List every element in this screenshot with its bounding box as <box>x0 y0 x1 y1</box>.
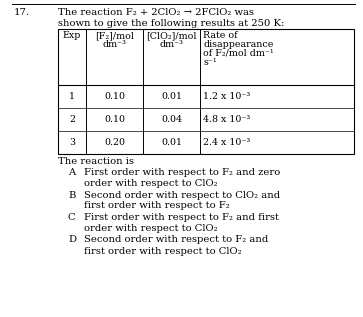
Text: 17.: 17. <box>14 8 30 17</box>
Text: A: A <box>68 168 75 177</box>
Text: Second order with respect to F₂ and: Second order with respect to F₂ and <box>84 236 268 244</box>
Text: shown to give the following results at 250 K:: shown to give the following results at 2… <box>58 19 284 28</box>
Text: B: B <box>68 191 76 199</box>
Text: of F₂/mol dm⁻¹: of F₂/mol dm⁻¹ <box>203 49 274 58</box>
Text: D: D <box>68 236 76 244</box>
Text: s⁻¹: s⁻¹ <box>203 58 217 67</box>
Text: dm⁻³: dm⁻³ <box>159 40 184 49</box>
Text: 1.2 x 10⁻³: 1.2 x 10⁻³ <box>203 92 250 101</box>
Text: 2: 2 <box>69 115 75 124</box>
Text: The reaction is: The reaction is <box>58 157 134 166</box>
Text: 3: 3 <box>69 138 75 147</box>
Text: 2.4 x 10⁻³: 2.4 x 10⁻³ <box>203 138 250 147</box>
Text: disappearance: disappearance <box>203 40 273 49</box>
Text: [F₂]/mol: [F₂]/mol <box>95 31 134 40</box>
Text: 0.04: 0.04 <box>161 115 182 124</box>
Text: 0.01: 0.01 <box>161 92 182 101</box>
Text: Rate of: Rate of <box>203 31 238 40</box>
Text: 1: 1 <box>69 92 75 101</box>
Text: C: C <box>68 213 76 222</box>
Text: The reaction F₂ + 2ClO₂ → 2FClO₂ was: The reaction F₂ + 2ClO₂ → 2FClO₂ was <box>58 8 254 17</box>
Text: order with respect to ClO₂: order with respect to ClO₂ <box>84 224 218 233</box>
Bar <box>58 29 354 154</box>
Text: order with respect to ClO₂: order with respect to ClO₂ <box>84 179 218 188</box>
Text: First order with respect to F₂ and zero: First order with respect to F₂ and zero <box>84 168 280 177</box>
Text: [ClO₂]/mol: [ClO₂]/mol <box>146 31 197 40</box>
Text: first order with respect to ClO₂: first order with respect to ClO₂ <box>84 247 242 256</box>
Text: Exp: Exp <box>63 31 81 40</box>
Text: Second order with respect to ClO₂ and: Second order with respect to ClO₂ and <box>84 191 280 199</box>
Text: First order with respect to F₂ and first: First order with respect to F₂ and first <box>84 213 279 222</box>
Text: 0.10: 0.10 <box>104 92 125 101</box>
Text: 0.20: 0.20 <box>104 138 125 147</box>
Text: first order with respect to F₂: first order with respect to F₂ <box>84 202 230 210</box>
Text: 0.10: 0.10 <box>104 115 125 124</box>
Text: 4.8 x 10⁻³: 4.8 x 10⁻³ <box>203 115 250 124</box>
Text: dm⁻³: dm⁻³ <box>102 40 126 49</box>
Text: 0.01: 0.01 <box>161 138 182 147</box>
